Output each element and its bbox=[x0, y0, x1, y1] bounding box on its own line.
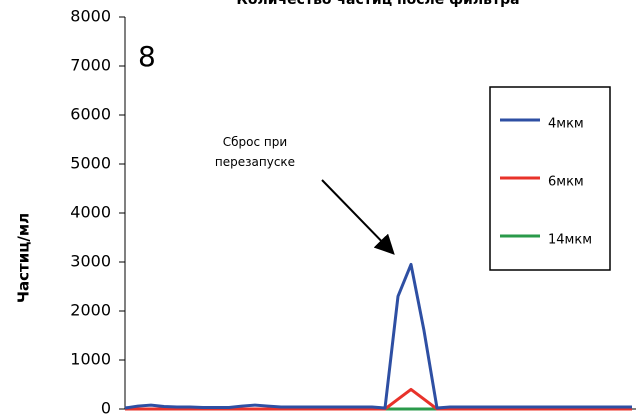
annotation: Сброс при перезапуске bbox=[214, 135, 296, 169]
y-tick-label: 8000 bbox=[70, 7, 111, 26]
legend-label: 4мкм bbox=[548, 117, 584, 132]
y-axis-label: Частиц/мл bbox=[15, 213, 33, 303]
y-tick-label: 3000 bbox=[70, 252, 111, 271]
y-tick-label: 0 bbox=[101, 399, 111, 414]
annotation-box: Сброс при перезапуске bbox=[214, 135, 296, 169]
y-tick-label: 7000 bbox=[70, 56, 111, 75]
annotation-arrow bbox=[321, 179, 395, 255]
y-tick-label: 5000 bbox=[70, 154, 111, 173]
chart-title: Количество частиц после фильтра bbox=[236, 0, 519, 8]
legend-label: 6мкм bbox=[548, 175, 584, 190]
data-line bbox=[124, 262, 632, 410]
y-tick-label: 1000 bbox=[70, 350, 111, 369]
y-tick-label: 6000 bbox=[70, 105, 111, 124]
y-tick-label: 2000 bbox=[70, 301, 111, 320]
legend-label: 14мкм bbox=[548, 233, 592, 248]
y-tick-label: 4000 bbox=[70, 203, 111, 222]
annotation: 8 bbox=[138, 40, 156, 73]
